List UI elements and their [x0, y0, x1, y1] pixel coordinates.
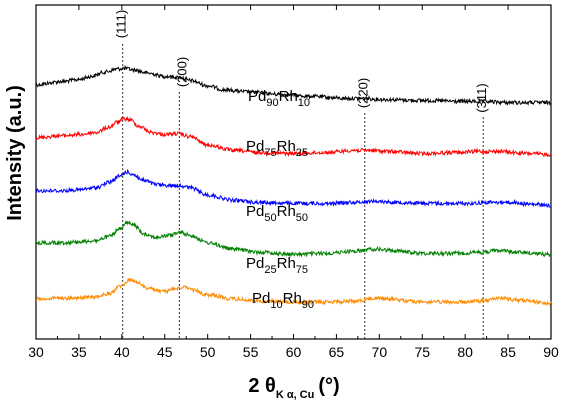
peak-label: (220)	[356, 78, 371, 108]
series-label-subscript: 25	[296, 147, 308, 159]
series-label-element: Rh	[277, 255, 296, 272]
series-label-subscript: 50	[296, 212, 308, 224]
plot-area	[35, 4, 552, 340]
series-label-subscript: 75	[264, 147, 276, 159]
x-axis: 30 35 40 45 50 55 60 65 70 75 80 85 90	[28, 5, 559, 360]
plot-frame	[35, 4, 552, 340]
series-label-element: Pd	[248, 88, 266, 105]
x-axis-title: 2 θK α, Cu (°)	[248, 375, 339, 401]
x-axis-title-unit: (°)	[318, 375, 339, 397]
x-tick-label: 60	[286, 344, 302, 360]
series-line-Pd50Rh50	[35, 168, 552, 208]
series-line-Pd90Rh10	[35, 64, 552, 107]
peak-label: (311)	[474, 83, 489, 112]
x-tick-label: 80	[457, 344, 473, 360]
series-label-subscript: 90	[266, 97, 278, 109]
x-tick-label: 35	[71, 344, 87, 360]
series-label-subscript: 50	[264, 212, 276, 224]
peak-labels: (111) (200) (220) (311)	[114, 10, 490, 113]
series-label: Pd90Rh10	[248, 88, 310, 109]
x-axis-title-main: 2 θ	[248, 375, 276, 397]
series-line-Pd75Rh25	[35, 115, 552, 158]
series-label: Pd25Rh75	[246, 255, 308, 276]
series-label-subscript: 75	[296, 264, 308, 276]
x-tick-label: 45	[157, 344, 173, 360]
series-label-element: Pd	[246, 138, 264, 155]
x-axis-title-sub: K α, Cu	[276, 389, 315, 401]
x-tick-label: 65	[329, 344, 345, 360]
x-tick-label: 40	[114, 344, 130, 360]
series-label-element: Pd	[252, 290, 270, 307]
series-label-element: Rh	[279, 88, 298, 105]
y-axis-title: Intensity (a.u.)	[4, 85, 26, 221]
x-tick-label: 50	[200, 344, 216, 360]
peak-label: (111)	[114, 10, 129, 38]
x-tick-label: 30	[28, 344, 44, 360]
series-label-element: Rh	[283, 290, 302, 307]
series-label-element: Rh	[277, 138, 296, 155]
x-tick-label: 55	[243, 344, 259, 360]
series-label: Pd50Rh50	[246, 203, 308, 224]
x-tick-label: 75	[414, 344, 430, 360]
series-label-subscript: 10	[298, 97, 310, 109]
series-label-subscript: 10	[270, 299, 282, 311]
series-line-Pd25Rh75	[35, 219, 552, 258]
series-label-element: Pd	[246, 255, 264, 272]
reference-lines	[122, 44, 484, 339]
series-line-Pd10Rh90	[35, 277, 552, 307]
series-label-subscript: 90	[302, 299, 314, 311]
series-label-element: Rh	[277, 203, 296, 220]
series-label-element: Pd	[246, 203, 264, 220]
x-tick-label: 90	[543, 344, 559, 360]
x-tick-label: 85	[500, 344, 516, 360]
peak-label: (200)	[174, 57, 189, 87]
series-layer	[35, 64, 552, 307]
series-label: Pd10Rh90	[252, 290, 314, 311]
x-tick-label: 70	[372, 344, 388, 360]
series-label: Pd75Rh25	[246, 138, 308, 159]
series-label-subscript: 25	[264, 264, 276, 276]
